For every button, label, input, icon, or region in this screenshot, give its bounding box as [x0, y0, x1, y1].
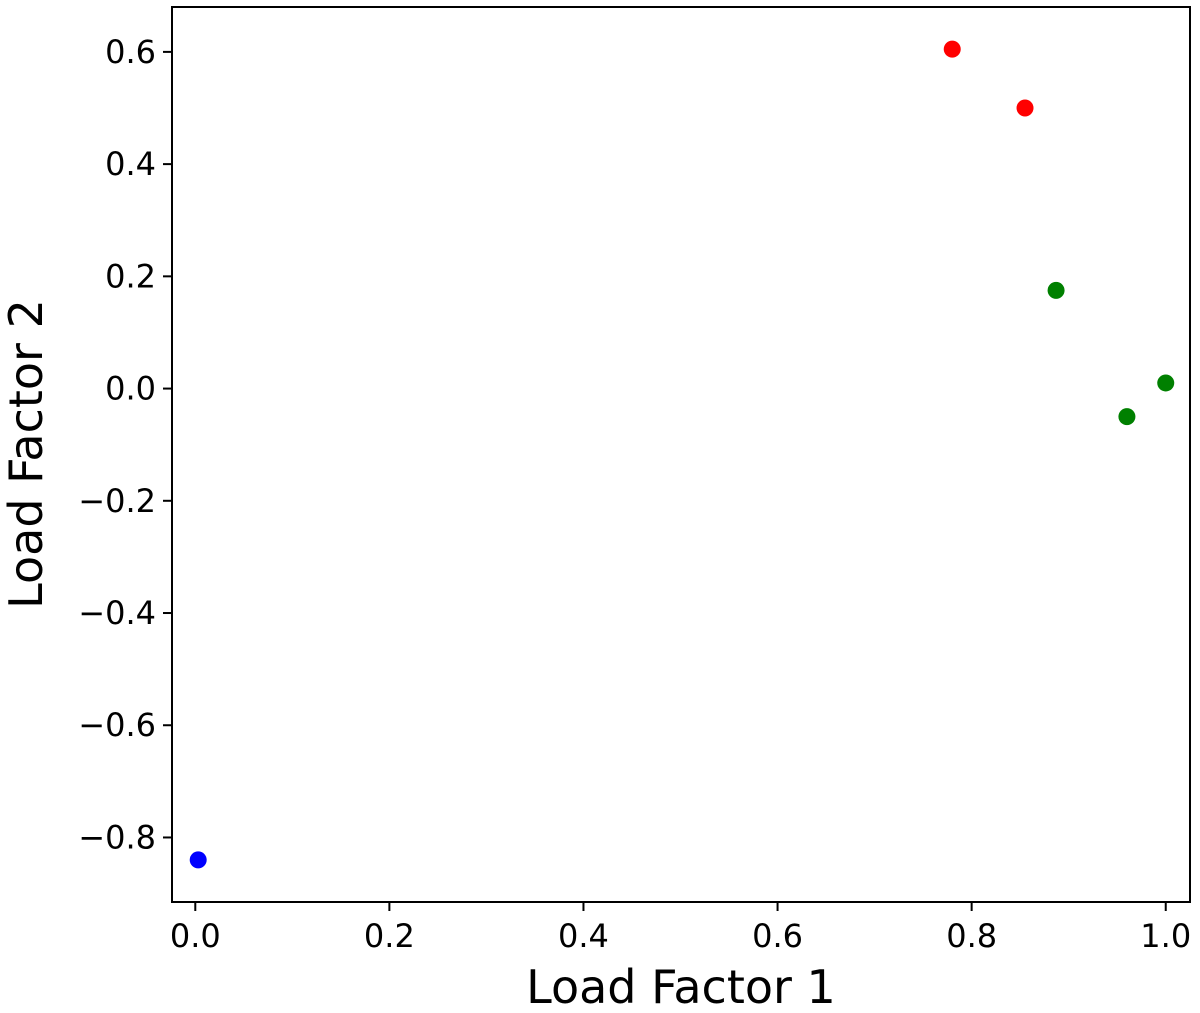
y-tick-label: −0.4 — [78, 594, 156, 632]
plot-frame — [171, 6, 1191, 903]
x-tick-label: 0.8 — [946, 917, 997, 955]
y-axis: −0.8 −0.6 −0.4 −0.2 0.0 0.2 0.4 0.6 — [78, 33, 172, 856]
y-tick-label: 0.4 — [105, 145, 156, 183]
y-tick-label: 0.2 — [105, 257, 156, 295]
data-points — [189, 40, 1175, 869]
data-point — [189, 851, 207, 869]
y-tick-label: −0.6 — [78, 706, 156, 744]
x-tick-label: 0.4 — [558, 917, 609, 955]
data-point — [1157, 374, 1175, 392]
plot-background — [172, 7, 1190, 902]
y-axis-label: Load Factor 2 — [0, 299, 53, 609]
x-tick-label: 0.6 — [752, 917, 803, 955]
data-point — [1047, 281, 1065, 299]
y-tick-label: 0.6 — [105, 33, 156, 71]
data-point — [1016, 99, 1034, 117]
x-axis: 0.0 0.2 0.4 0.6 0.8 1.0 — [170, 902, 1191, 955]
data-point — [1118, 408, 1136, 426]
x-tick-label: 1.0 — [1140, 917, 1191, 955]
x-tick-label: 0.2 — [364, 917, 415, 955]
y-tick-label: −0.2 — [78, 482, 156, 520]
data-point — [943, 40, 961, 58]
x-tick-label: 0.0 — [170, 917, 221, 955]
y-tick-label: 0.0 — [105, 370, 156, 408]
x-axis-label: Load Factor 1 — [526, 960, 836, 1013]
y-tick-label: −0.8 — [78, 818, 156, 856]
